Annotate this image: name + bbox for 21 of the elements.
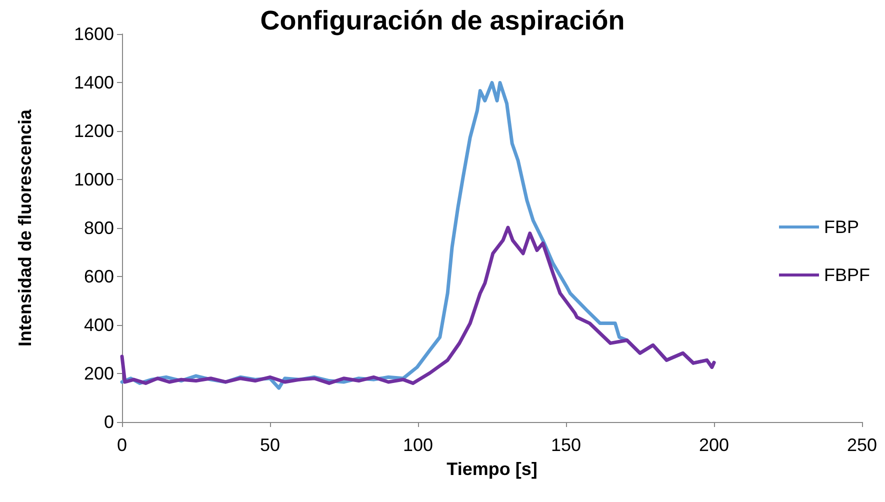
y-tick-label: 200 [84, 364, 114, 384]
x-tick-label: 50 [260, 435, 280, 455]
y-tick-label: 0 [104, 412, 114, 432]
y-tick-label: 1600 [74, 24, 114, 44]
y-tick-label: 400 [84, 315, 114, 335]
legend-label: FBPF [824, 265, 870, 285]
x-tick-label: 250 [846, 435, 878, 455]
y-axis-title: Intensidad de fluorescencia [15, 108, 35, 347]
y-tick-label: 1200 [74, 121, 114, 141]
x-tick-label: 200 [698, 435, 730, 455]
line-series [120, 226, 716, 385]
y-tick-label: 600 [84, 266, 114, 286]
y-tick-label: 800 [84, 218, 114, 238]
legend-label: FBP [824, 217, 860, 237]
x-tick-label: 0 [116, 435, 128, 455]
x-tick-label: 150 [550, 435, 582, 455]
chart-title: Configuración de aspiración [260, 6, 625, 36]
y-tick-label: 1400 [74, 72, 114, 92]
x-tick-label: 100 [402, 435, 434, 455]
x-axis-title: Tiempo [s] [446, 459, 538, 479]
y-tick-label: 1000 [74, 170, 114, 190]
